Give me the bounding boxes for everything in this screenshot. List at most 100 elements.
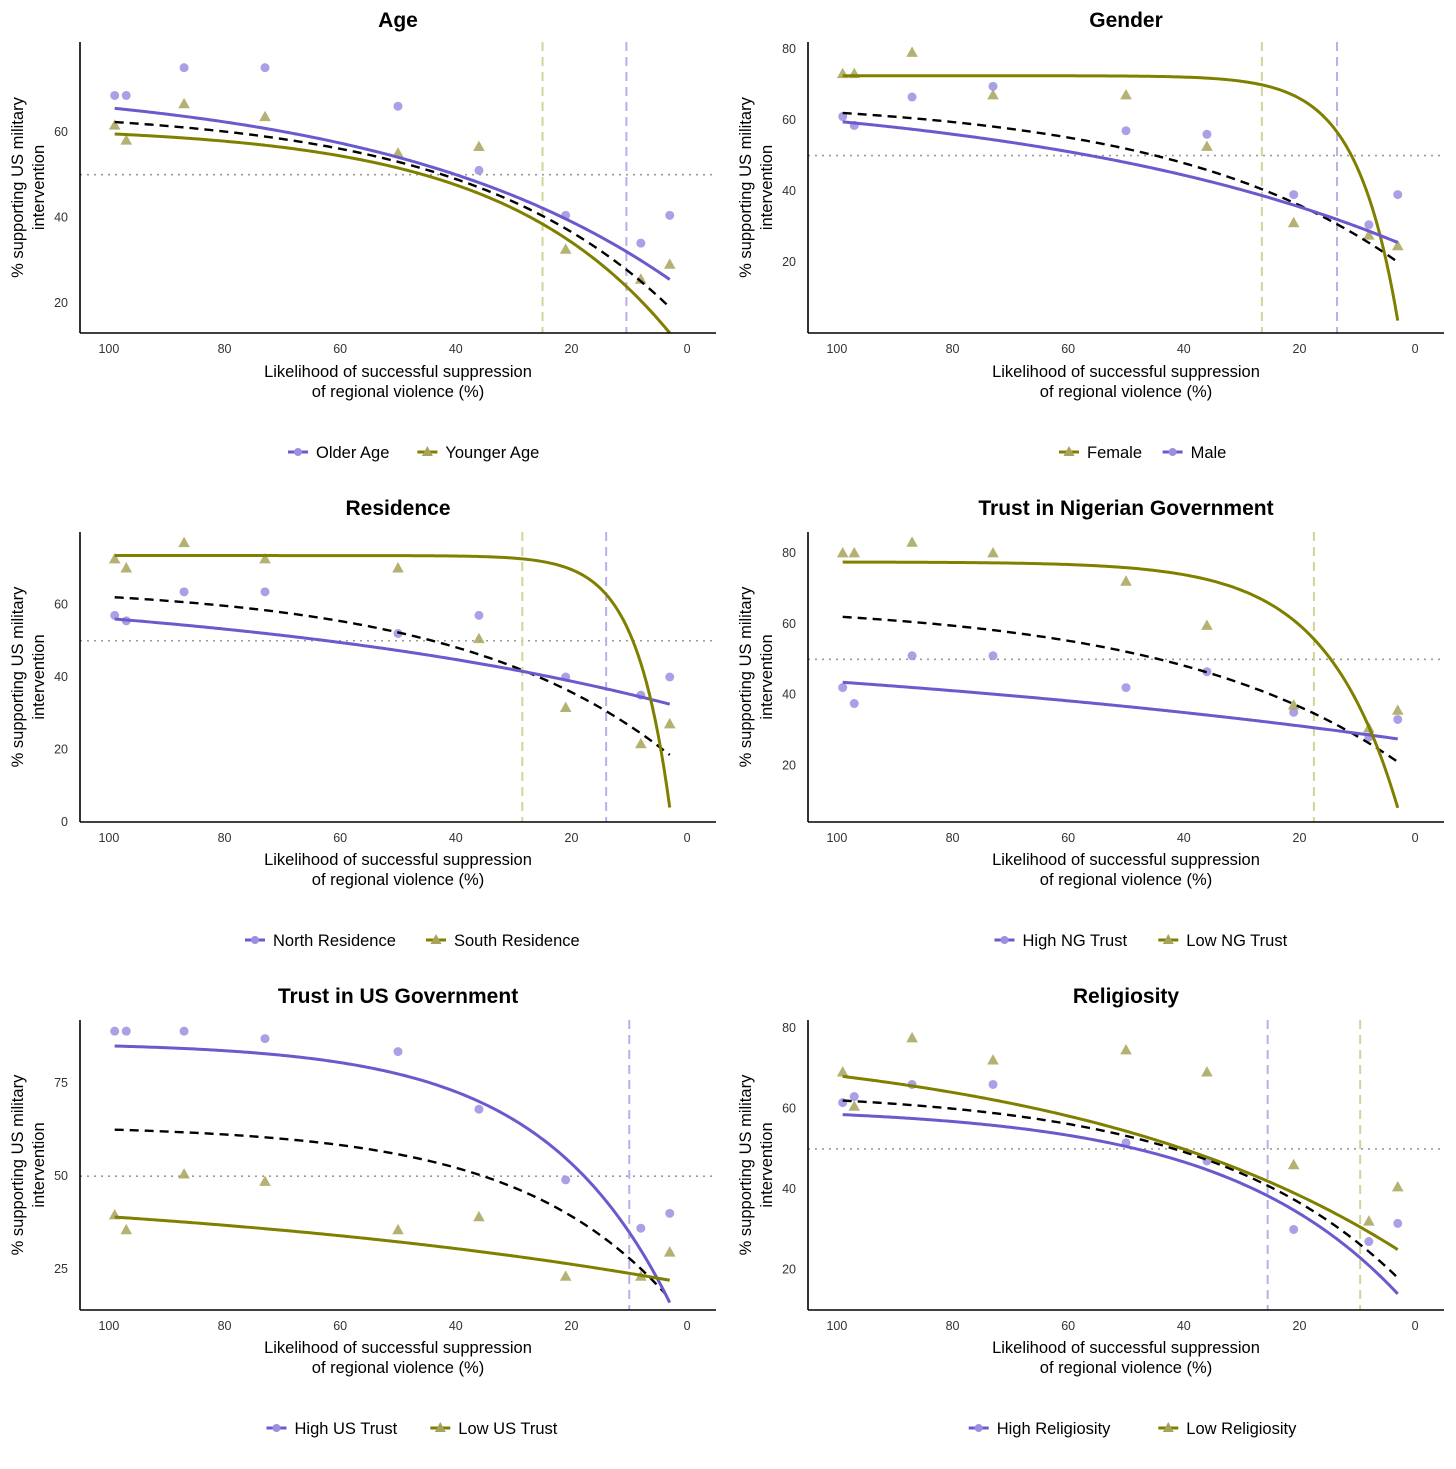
point-low-us-trust (120, 1223, 133, 1235)
x-tick-label: 100 (98, 831, 119, 845)
point-north-residence (110, 610, 120, 620)
point-younger-age (108, 119, 121, 130)
point-high-us-trust (393, 1047, 403, 1057)
point-low-ng-trust (1391, 704, 1404, 715)
curve-low-religiosity (842, 1074, 1399, 1251)
legend-label: High NG Trust (1023, 932, 1128, 950)
point-low-us-trust (663, 1246, 676, 1257)
point-younger-age (259, 110, 271, 122)
y-tick-label: 40 (782, 184, 796, 198)
legend-key-marker (272, 1424, 281, 1432)
point-low-religiosity (987, 1054, 999, 1065)
x-tick-label: 20 (1293, 1319, 1307, 1333)
x-tick-label: 80 (218, 1319, 232, 1333)
point-low-ng-trust (836, 547, 849, 558)
point-older-age (636, 238, 646, 248)
legend-label: Male (1191, 444, 1227, 462)
x-tick-label: 80 (946, 831, 960, 845)
x-tick-label: 20 (565, 1319, 579, 1333)
x-tick-label: 60 (1061, 831, 1075, 845)
point-older-age (110, 90, 120, 100)
legend-label: Low US Trust (458, 1420, 557, 1438)
x-axis-label: Likelihood of successful suppression (264, 851, 532, 869)
legend-key-marker (974, 1424, 983, 1432)
curve-younger-age (114, 132, 671, 334)
y-tick-label: 60 (782, 1102, 796, 1116)
chart-panel-2: Residence 0 20 40 60 100 80 60 40 20 0 Likelihood o… (9, 497, 716, 950)
point-low-religiosity (836, 1066, 849, 1077)
x-tick-label: 100 (98, 1319, 119, 1333)
x-tick-label: 0 (684, 831, 691, 845)
y-axis-label: % supporting US military (737, 96, 755, 277)
y-axis-label: % supporting US military (737, 586, 755, 767)
point-older-age (474, 165, 484, 175)
x-tick-label: 40 (449, 342, 463, 356)
point-south-residence (663, 717, 676, 729)
point-low-ng-trust (1201, 619, 1213, 630)
point-male (1289, 190, 1299, 200)
y-axis-label: intervention (30, 1122, 48, 1207)
y-tick-label: 25 (54, 1262, 68, 1276)
point-south-residence (473, 632, 485, 644)
x-axis-label: Likelihood of successful suppression (264, 363, 532, 381)
y-tick-label: 50 (54, 1169, 68, 1183)
point-low-us-trust (259, 1175, 271, 1186)
x-tick-label: 80 (218, 342, 232, 356)
legend-key-marker (434, 1422, 446, 1432)
legend-label: Older Age (316, 444, 389, 462)
point-male (1202, 129, 1212, 139)
point-younger-age (635, 273, 647, 284)
overall-curve (842, 111, 1399, 264)
point-younger-age (473, 140, 485, 152)
legend-key-marker (251, 936, 259, 944)
point-older-age (260, 63, 270, 73)
point-older-age (179, 63, 189, 73)
point-younger-age (559, 243, 572, 254)
point-north-residence (474, 610, 484, 620)
curve-low-us-trust (114, 1215, 671, 1282)
curve-north-residence (114, 617, 671, 706)
point-north-residence (665, 672, 675, 682)
point-high-religiosity (849, 1092, 859, 1102)
x-tick-label: 60 (333, 1319, 347, 1333)
point-low-ng-trust (1287, 699, 1300, 710)
x-tick-label: 40 (1177, 831, 1191, 845)
point-high-us-trust (561, 1175, 571, 1185)
point-low-us-trust (392, 1223, 404, 1235)
point-male (1121, 126, 1131, 136)
legend-key-marker (294, 448, 302, 456)
point-female (1201, 140, 1213, 151)
point-high-us-trust (110, 1026, 120, 1036)
y-tick-label: 20 (782, 758, 796, 772)
x-tick-label: 40 (1177, 1319, 1191, 1333)
point-younger-age (120, 134, 133, 145)
y-axis-label: % supporting US military (9, 96, 27, 277)
x-axis-label: of regional violence (%) (312, 1359, 484, 1377)
chart-title: Religiosity (1073, 985, 1180, 1008)
curve-high-religiosity (842, 1113, 1399, 1295)
legend-key-marker (1000, 936, 1009, 944)
x-tick-label: 100 (826, 342, 847, 356)
x-tick-label: 0 (1412, 831, 1419, 845)
chart-panel-1: Gender 20 40 60 80 100 80 60 40 20 0 Likelihood of … (737, 9, 1444, 462)
point-south-residence (635, 737, 647, 749)
x-tick-label: 80 (946, 1319, 960, 1333)
x-tick-label: 40 (1177, 342, 1191, 356)
x-axis-label: Likelihood of successful suppression (264, 1339, 532, 1357)
y-tick-label: 60 (782, 617, 796, 631)
point-low-religiosity (1287, 1158, 1300, 1170)
y-tick-label: 40 (54, 670, 68, 684)
y-tick-label: 20 (782, 1263, 796, 1277)
x-tick-label: 40 (449, 1319, 463, 1333)
point-high-us-trust (121, 1026, 131, 1036)
x-axis-label: Likelihood of successful suppression (992, 363, 1260, 381)
curve-low-ng-trust (842, 560, 1400, 809)
y-axis-label: % supporting US military (9, 1074, 27, 1255)
legend-key-marker (1162, 934, 1174, 944)
point-high-religiosity (1364, 1237, 1374, 1247)
curve-south-residence (114, 554, 672, 808)
curve-high-us-trust (114, 1044, 672, 1304)
y-tick-label: 60 (54, 125, 68, 139)
point-low-religiosity (848, 1100, 861, 1111)
